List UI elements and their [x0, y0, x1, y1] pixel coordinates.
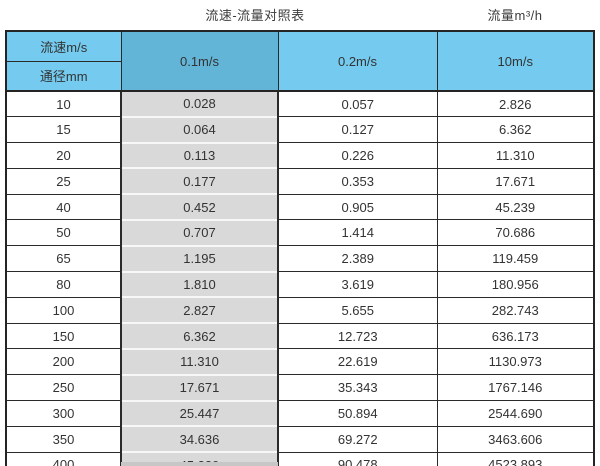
cell-diameter: 50	[5, 219, 122, 247]
cell-flow-value: 0.057	[277, 90, 438, 118]
cell-diameter: 25	[5, 167, 122, 195]
cell-flow-value: 0.127	[277, 116, 438, 144]
cell-flow-value: 0.226	[277, 142, 438, 169]
table-row: 15 0.064 0.127 6.362	[5, 115, 595, 144]
cell-diameter: 15	[5, 116, 122, 144]
cell-flow-value: 70.686	[436, 219, 595, 247]
table-row: 80 1.810 3.619 180.956	[5, 270, 595, 298]
flow-rate-table: 流速m/s 0.1m/s 0.2m/s 10m/s 通径mm 10 0.028 0.…	[5, 30, 595, 466]
cell-flow-value: 25.447	[120, 399, 279, 427]
cell-diameter: 100	[5, 296, 122, 324]
cell-diameter: 65	[5, 245, 122, 273]
cell-flow-value: 1767.146	[436, 374, 595, 402]
cell-diameter: 20	[5, 142, 122, 169]
cell-diameter: 80	[5, 271, 122, 298]
cell-diameter: 300	[5, 400, 122, 427]
table-title: 流速-流量对照表	[205, 8, 305, 23]
header-row-top: 流速m/s 0.1m/s 0.2m/s 10m/s	[5, 30, 595, 92]
cell-flow-value: 50.894	[277, 400, 438, 427]
cell-flow-value: 3.619	[277, 271, 438, 298]
cell-flow-value: 0.353	[277, 167, 438, 195]
table-header: 流速m/s 0.1m/s 0.2m/s 10m/s 通径mm	[5, 30, 595, 92]
column-header-0-2ms: 0.2m/s	[277, 30, 438, 92]
cell-flow-value: 6.362	[120, 322, 279, 350]
cell-flow-value: 2544.690	[436, 400, 595, 427]
cell-flow-value: 0.113	[120, 141, 279, 169]
table-row: 200 11.310 22.619 1130.973	[5, 347, 595, 376]
table-row: 300 25.447 50.894 2544.690	[5, 399, 595, 427]
cell-diameter: 250	[5, 374, 122, 402]
cell-flow-value: 69.272	[277, 425, 438, 453]
flow-unit-label: 流量m³/h	[487, 8, 543, 23]
cell-flow-value: 34.636	[120, 425, 279, 453]
cell-flow-value: 1130.973	[436, 348, 595, 376]
cell-flow-value: 1.195	[120, 244, 279, 273]
cell-diameter: 400	[5, 451, 122, 466]
table-row: 100 2.827 5.655 282.743	[5, 296, 595, 324]
table-row: 150 6.362 12.723 636.173	[5, 322, 595, 350]
cell-flow-value: 119.459	[436, 245, 595, 273]
cell-flow-value: 0.707	[120, 218, 279, 247]
cell-flow-value: 0.177	[120, 167, 279, 195]
cell-flow-value: 0.905	[277, 193, 438, 221]
cell-flow-value: 636.173	[436, 322, 595, 350]
cell-flow-value: 11.310	[436, 142, 595, 169]
table-row: 40 0.452 0.905 45.239	[5, 193, 595, 221]
column-header-10ms: 10m/s	[436, 30, 595, 92]
cell-diameter: 200	[5, 348, 122, 376]
cell-flow-value: 35.343	[277, 374, 438, 402]
cell-flow-value: 0.452	[120, 193, 279, 221]
cell-flow-value: 11.310	[120, 347, 279, 376]
cell-flow-value: 17.671	[120, 373, 279, 402]
cell-flow-value: 22.619	[277, 348, 438, 376]
table-row: 25 0.177 0.353 17.671	[5, 167, 595, 195]
cell-flow-value: 90.478	[277, 451, 438, 466]
table-row: 350 34.636 69.272 3463.606	[5, 425, 595, 453]
cell-flow-value: 2.389	[277, 245, 438, 273]
header-row-bottom: 通径mm	[5, 60, 594, 92]
cell-flow-value: 45.239	[436, 193, 595, 221]
cell-flow-value: 282.743	[436, 296, 595, 324]
table-row: 10 0.028 0.057 2.826	[5, 90, 595, 118]
cell-flow-value: 0.028	[120, 90, 279, 118]
cell-flow-value: 6.362	[436, 116, 595, 144]
table-body: 10 0.028 0.057 2.826 15 0.064 0.127 6.362 20 0.11…	[5, 90, 595, 466]
cell-flow-value: 1.414	[277, 219, 438, 247]
cell-flow-value: 4523.893	[436, 451, 595, 466]
table-row: 20 0.113 0.226 11.310	[5, 141, 595, 169]
cell-flow-value: 0.064	[120, 115, 279, 144]
cell-diameter: 150	[5, 322, 122, 350]
cell-diameter: 40	[5, 193, 122, 221]
cell-flow-value: 180.956	[436, 271, 595, 298]
cell-flow-value: 2.827	[120, 296, 279, 324]
table-row: 65 1.195 2.389 119.459	[5, 244, 595, 273]
cell-flow-value: 1.810	[120, 270, 279, 298]
cell-flow-value: 3463.606	[436, 425, 595, 453]
cell-flow-value: 5.655	[277, 296, 438, 324]
column-header-0-1ms: 0.1m/s	[120, 30, 279, 92]
cell-diameter: 350	[5, 425, 122, 453]
cell-flow-value: 17.671	[436, 167, 595, 195]
cell-flow-value: 12.723	[277, 322, 438, 350]
corner-velocity-label: 流速m/s	[5, 30, 122, 62]
table-row: 250 17.671 35.343 1767.146	[5, 373, 595, 402]
cell-diameter: 10	[5, 90, 122, 118]
table-row: 50 0.707 1.414 70.686	[5, 218, 595, 247]
cell-flow-value: 2.826	[436, 90, 595, 118]
selected-column-shadow	[121, 462, 278, 466]
corner-diameter-label: 通径mm	[5, 60, 122, 92]
